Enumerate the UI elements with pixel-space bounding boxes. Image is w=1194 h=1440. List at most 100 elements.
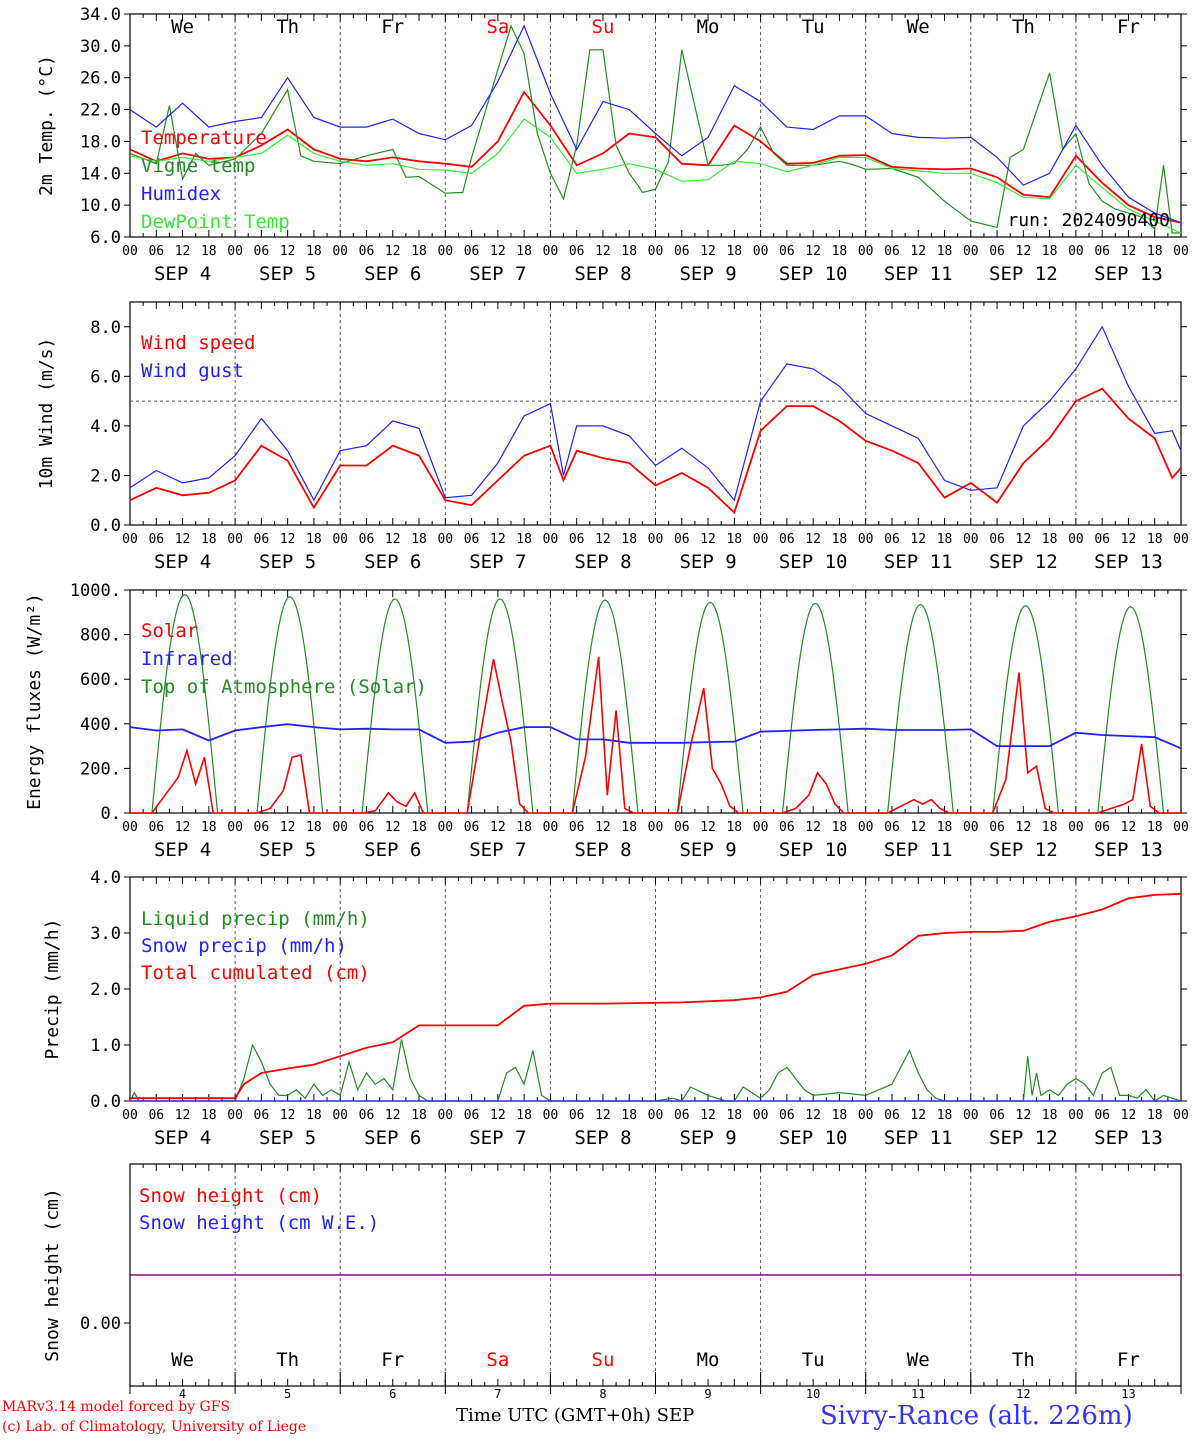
hour-tick-label: 06 [464, 1108, 480, 1123]
hour-tick-label: 00 [753, 820, 769, 835]
day-name-bottom: We [907, 1349, 930, 1371]
hour-tick-label: 12 [910, 532, 926, 547]
hour-tick-label: 06 [1094, 1108, 1110, 1123]
date-label: SEP 7 [469, 551, 526, 573]
hour-tick-label: 12 [385, 820, 401, 835]
hour-tick-label: 00 [1068, 820, 1084, 835]
hour-tick-label: 18 [832, 820, 848, 835]
solar-line [550, 656, 656, 814]
hour-tick-label: 06 [989, 532, 1005, 547]
y-tick-label: 0. [101, 804, 121, 824]
hour-tick-label: 00 [753, 244, 769, 259]
xaxis-month: SEP [656, 1405, 695, 1426]
hour-tick-label: 18 [516, 1108, 532, 1123]
bottom-day-number: 6 [389, 1387, 396, 1401]
toa-solar-line [445, 598, 551, 814]
bottom-day-number: 11 [911, 1387, 925, 1401]
series-line-dewpoint-temp [129, 118, 1182, 234]
hour-tick-label: 18 [832, 532, 848, 547]
hour-tick-label: 18 [516, 532, 532, 547]
panel-frame-2 [129, 589, 1182, 814]
y-tick-label: 8.0 [90, 318, 121, 338]
date-label: SEP 11 [884, 263, 953, 285]
day-name-top: Mo [697, 16, 720, 38]
hour-tick-label: 00 [332, 820, 348, 835]
hour-tick-label: 12 [280, 244, 296, 259]
y-tick-label: 30.0 [80, 37, 121, 57]
hour-tick-label: 18 [1042, 532, 1058, 547]
hour-tick-label: 00 [858, 820, 874, 835]
hour-tick-label: 18 [726, 820, 742, 835]
y-tick-label: 2.0 [90, 980, 121, 1000]
hour-tick-label: 12 [595, 820, 611, 835]
hour-tick-label: 06 [779, 244, 795, 259]
y-axis-label: 10m Wind (m/s) [36, 338, 57, 490]
hour-tick-label: 12 [175, 1108, 191, 1123]
day-name-bottom: Th [1012, 1349, 1035, 1371]
y-tick-label: 1.0 [90, 1036, 121, 1056]
hour-tick-label: 12 [1016, 820, 1032, 835]
hour-tick-label: 12 [385, 532, 401, 547]
date-label: SEP 8 [574, 839, 631, 861]
hour-tick-label: 00 [543, 244, 559, 259]
date-label: SEP 13 [1094, 263, 1163, 285]
hour-tick-label: 06 [779, 820, 795, 835]
hour-tick-label: 00 [332, 532, 348, 547]
hour-tick-label: 00 [227, 820, 243, 835]
legend-entry: Wind speed [141, 332, 255, 354]
y-axis-label: Snow height (cm) [42, 1188, 63, 1361]
hour-tick-label: 18 [726, 244, 742, 259]
hour-tick-label: 18 [621, 244, 637, 259]
hour-tick-label: 06 [148, 1108, 164, 1123]
hour-tick-label: 00 [332, 244, 348, 259]
legend-entry: Total cumulated (cm) [141, 962, 370, 984]
y-tick-label: 0.00 [80, 1314, 121, 1334]
hour-tick-label: 00 [648, 532, 664, 547]
hour-tick-label: 18 [306, 532, 322, 547]
hour-tick-label: 00 [227, 532, 243, 547]
hour-tick-label: 12 [280, 820, 296, 835]
y-tick-label: 6.0 [90, 228, 121, 248]
hour-tick-label: 00 [1173, 820, 1189, 835]
hour-tick-label: 18 [937, 532, 953, 547]
hour-tick-label: 00 [753, 1108, 769, 1123]
credit-line-2: (c) Lab. of Climatology, University of L… [2, 1419, 307, 1435]
date-label: SEP 10 [779, 1127, 848, 1149]
hour-tick-label: 18 [937, 820, 953, 835]
day-name-top: We [171, 16, 194, 38]
legend-entry: Solar [141, 620, 198, 642]
hour-tick-label: 12 [910, 1108, 926, 1123]
hour-tick-label: 00 [648, 244, 664, 259]
hour-tick-label: 06 [359, 244, 375, 259]
day-name-top: Fr [381, 16, 404, 38]
hour-tick-label: 00 [227, 244, 243, 259]
toa-solar-line [1075, 606, 1181, 814]
hour-tick-label: 06 [779, 532, 795, 547]
day-name-bottom: Fr [381, 1349, 404, 1371]
hour-tick-label: 18 [621, 1108, 637, 1123]
y-tick-label: 14.0 [80, 164, 121, 184]
toa-solar-line [760, 602, 866, 814]
date-label: SEP 5 [259, 263, 316, 285]
hour-tick-label: 12 [805, 532, 821, 547]
hour-tick-label: 18 [306, 244, 322, 259]
hour-tick-label: 18 [1147, 244, 1163, 259]
solar-line [970, 672, 1076, 814]
date-label: SEP 12 [989, 1127, 1058, 1149]
hour-tick-label: 18 [832, 244, 848, 259]
hour-tick-label: 18 [726, 532, 742, 547]
hour-tick-label: 06 [884, 532, 900, 547]
solar-line [865, 798, 971, 814]
day-name-bottom: Fr [1117, 1349, 1140, 1371]
hour-tick-label: 18 [411, 532, 427, 547]
date-label: SEP 8 [574, 1127, 631, 1149]
hour-tick-label: 12 [805, 1108, 821, 1123]
series-line-wind-gust [129, 325, 1182, 502]
day-name-bottom: Sa [486, 1349, 509, 1371]
date-label: SEP 9 [679, 551, 736, 573]
hour-tick-label: 06 [464, 244, 480, 259]
hour-tick-label: 12 [280, 1108, 296, 1123]
date-label: SEP 6 [364, 839, 421, 861]
day-name-top: Fr [1117, 16, 1140, 38]
